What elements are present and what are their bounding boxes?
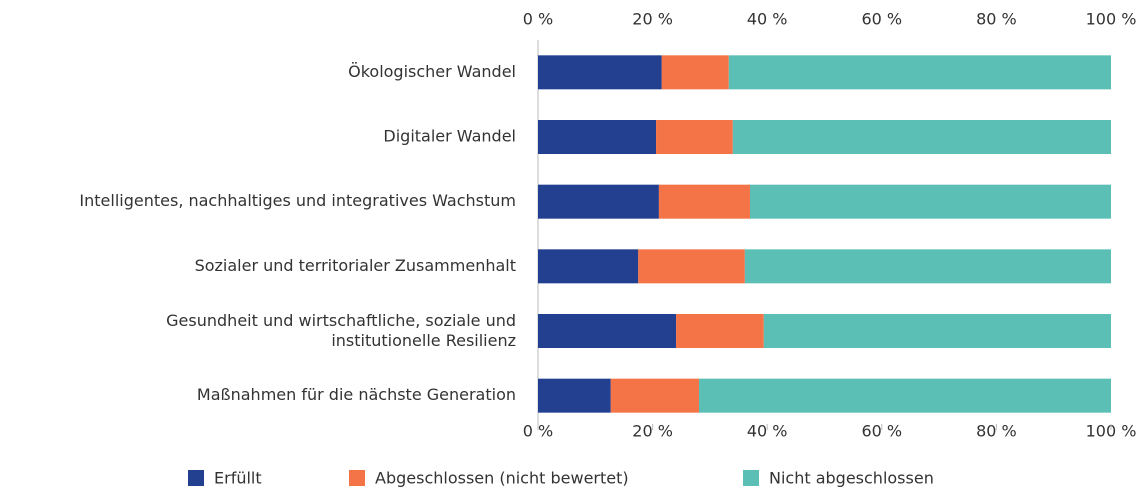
x-tick-label: 0 % [523, 10, 553, 29]
y-tick-label: Digitaler Wandel [383, 127, 516, 146]
bar-segment [538, 378, 611, 413]
bar-segment [656, 120, 733, 154]
bar-segment [538, 184, 659, 219]
bar-segment [661, 55, 729, 90]
legend-label: Erfüllt [214, 469, 262, 488]
x-tick-label: 20 % [632, 10, 673, 29]
x-tick-label: 80 % [976, 422, 1017, 441]
bar-segment [763, 314, 1111, 348]
bar-segment [676, 314, 764, 348]
x-tick-label: 40 % [747, 10, 788, 29]
bar-segment [744, 249, 1111, 284]
bar-segment [538, 249, 639, 284]
bar-segment [538, 120, 657, 154]
legend-swatch [349, 470, 365, 486]
bar-segment [638, 249, 745, 284]
y-tick-label: Sozialer und territorialer Zusammenhalt [195, 256, 516, 275]
y-tick-label: Intelligentes, nachhaltiges und integrat… [79, 191, 516, 210]
x-tick-label: 80 % [976, 10, 1017, 29]
bar-segment [610, 378, 700, 413]
legend-label: Abgeschlossen (nicht bewertet) [375, 469, 629, 488]
bar-segment [750, 184, 1111, 219]
bar-segment [538, 55, 662, 90]
x-tick-label: 100 % [1086, 422, 1137, 441]
bar-segment [699, 378, 1111, 413]
x-tick-label: 0 % [523, 422, 553, 441]
y-tick-label: Maßnahmen für die nächste Generation [197, 385, 516, 404]
bar-segment [658, 184, 751, 219]
x-tick-label: 40 % [747, 422, 788, 441]
legend-label: Nicht abgeschlossen [769, 469, 934, 488]
x-tick-label: 100 % [1086, 10, 1137, 29]
bar-segment [538, 314, 677, 348]
legend-swatch [743, 470, 759, 486]
x-tick-label: 20 % [632, 422, 673, 441]
x-tick-label: 60 % [861, 10, 902, 29]
x-tick-label: 60 % [861, 422, 902, 441]
y-tick-label: Ökologischer Wandel [348, 62, 516, 81]
y-tick-label: Gesundheit und wirtschaftliche, soziale … [166, 311, 516, 350]
bar-segment [732, 120, 1111, 154]
legend-swatch [188, 470, 204, 486]
bar-segment [728, 55, 1111, 90]
